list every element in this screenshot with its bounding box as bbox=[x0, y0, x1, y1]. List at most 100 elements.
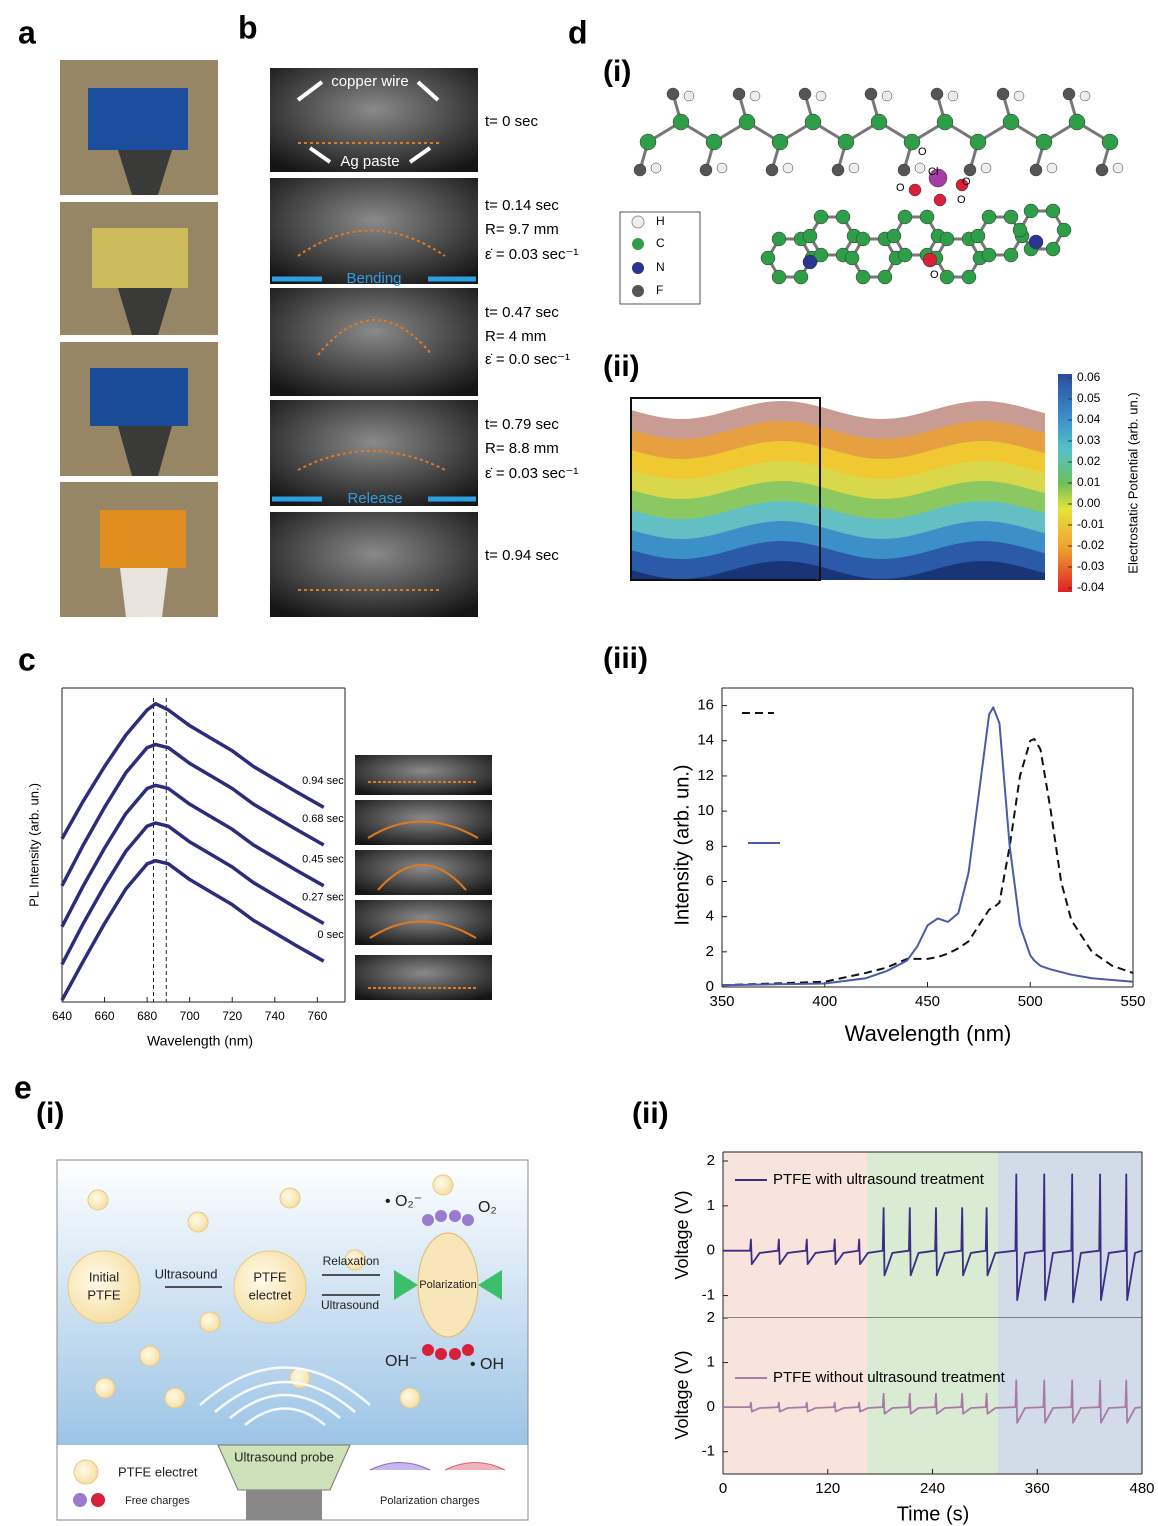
atom bbox=[1046, 204, 1060, 218]
caption: ε̇ = 0.03 sec⁻¹ bbox=[485, 465, 578, 482]
colorbar-tick-label: -0.04 bbox=[1077, 580, 1105, 594]
annotation: Bending bbox=[346, 270, 401, 287]
x-tick-label: 240 bbox=[920, 1480, 945, 1497]
panel-b: copper wire Ag paste Bending Release t= … bbox=[270, 68, 578, 617]
atom bbox=[832, 164, 844, 176]
atom bbox=[923, 253, 937, 267]
atom bbox=[981, 163, 991, 173]
y-tick-label: 1 bbox=[707, 1354, 715, 1371]
colorbar-label: Electrostatic Potential (arb. un.) bbox=[1125, 392, 1140, 573]
series-line bbox=[62, 785, 324, 926]
y-tick-label: -1 bbox=[702, 1443, 715, 1460]
panel-label: (ii) bbox=[632, 1097, 669, 1130]
band bbox=[998, 1152, 1142, 1318]
x-tick-label: 120 bbox=[815, 1480, 840, 1497]
label: Polarization bbox=[419, 1279, 476, 1291]
y-tick-label: 12 bbox=[697, 767, 714, 784]
film bbox=[88, 88, 188, 150]
y-tick-label: 14 bbox=[697, 732, 714, 749]
frame bbox=[270, 288, 478, 396]
atom bbox=[970, 134, 986, 150]
series-line bbox=[722, 739, 1133, 985]
series-label: 0.68 sec bbox=[302, 813, 344, 825]
atom bbox=[640, 134, 656, 150]
series-label: 0.45 sec bbox=[302, 854, 344, 866]
atom bbox=[667, 88, 679, 100]
atom bbox=[1036, 134, 1052, 150]
atom bbox=[684, 91, 694, 101]
atom bbox=[836, 210, 850, 224]
atom bbox=[761, 251, 775, 265]
atom bbox=[1003, 114, 1019, 130]
atom bbox=[1004, 210, 1018, 224]
atom bbox=[739, 114, 755, 130]
y-tick-label: 2 bbox=[706, 943, 714, 960]
frame-captions: t= 0 sec t= 0.14 sec R= 9.7 mm ε̇ = 0.03… bbox=[485, 113, 578, 564]
y-axis-title: Voltage (V) bbox=[672, 1190, 692, 1279]
atom bbox=[887, 229, 901, 243]
y-tick-label: 2 bbox=[707, 1309, 715, 1326]
y-axis-title: PL Intensity (arb. un.) bbox=[26, 783, 41, 907]
x-tick-label: 700 bbox=[180, 1009, 200, 1023]
y-tick-label: 0 bbox=[706, 978, 714, 995]
caption: t= 0.79 sec bbox=[485, 416, 559, 433]
x-tick-label: 740 bbox=[265, 1009, 285, 1023]
atom bbox=[982, 210, 996, 224]
atom bbox=[803, 255, 817, 269]
potential-surface bbox=[631, 401, 1045, 580]
colorbar-tick-label: -0.02 bbox=[1077, 538, 1105, 552]
panel-label: (i) bbox=[603, 55, 631, 88]
caption: ε̇ = 0.0 sec⁻¹ bbox=[485, 351, 570, 368]
label: Ultrasound bbox=[321, 1298, 379, 1312]
atom bbox=[783, 163, 793, 173]
atom bbox=[772, 270, 786, 284]
colorbar-tick-label: 0.03 bbox=[1077, 433, 1101, 447]
label: PTFE electret bbox=[118, 1464, 198, 1479]
legend-label: N bbox=[656, 260, 665, 274]
caption: t= 0.47 sec bbox=[485, 304, 559, 321]
x-tick-label: 660 bbox=[95, 1009, 115, 1023]
y-tick-label: 0 bbox=[707, 1398, 715, 1415]
y-tick-label: 6 bbox=[706, 872, 714, 889]
x-tick-label: 720 bbox=[222, 1009, 242, 1023]
atom bbox=[845, 251, 859, 265]
atom bbox=[805, 114, 821, 130]
x-tick-label: 0 bbox=[719, 1480, 727, 1497]
caption: t= 0.94 sec bbox=[485, 547, 559, 564]
atom bbox=[706, 134, 722, 150]
x-axis-title: Wavelength (nm) bbox=[147, 1033, 253, 1049]
atom bbox=[1013, 223, 1027, 237]
atom bbox=[750, 91, 760, 101]
atom bbox=[1080, 91, 1090, 101]
atom-label: Cl bbox=[928, 166, 938, 178]
atom bbox=[971, 229, 985, 243]
atom bbox=[882, 91, 892, 101]
panel-label: c bbox=[18, 641, 36, 677]
series-line bbox=[722, 707, 1133, 985]
atom bbox=[909, 184, 921, 196]
atom bbox=[940, 270, 954, 284]
atom bbox=[937, 114, 953, 130]
atom bbox=[931, 88, 943, 100]
atom bbox=[634, 164, 646, 176]
colorbar-tick-label: 0.05 bbox=[1077, 391, 1101, 405]
film bbox=[100, 510, 186, 568]
atom bbox=[1024, 204, 1038, 218]
atom bbox=[898, 248, 912, 262]
atom bbox=[865, 88, 877, 100]
label: • OH bbox=[470, 1356, 504, 1373]
atom bbox=[772, 232, 786, 246]
atom bbox=[1063, 88, 1075, 100]
y-tick-label: -1 bbox=[702, 1287, 715, 1304]
label: O₂ bbox=[478, 1199, 497, 1216]
caption: R= 8.8 mm bbox=[485, 440, 559, 457]
atom bbox=[997, 88, 1009, 100]
x-tick-label: 760 bbox=[307, 1009, 327, 1023]
y-tick-label: 4 bbox=[706, 908, 714, 925]
caption: t= 0 sec bbox=[485, 113, 538, 130]
atom bbox=[940, 232, 954, 246]
atom bbox=[1069, 114, 1085, 130]
annotation: copper wire bbox=[331, 73, 409, 90]
atom bbox=[772, 134, 788, 150]
atom-label: O bbox=[957, 194, 966, 206]
